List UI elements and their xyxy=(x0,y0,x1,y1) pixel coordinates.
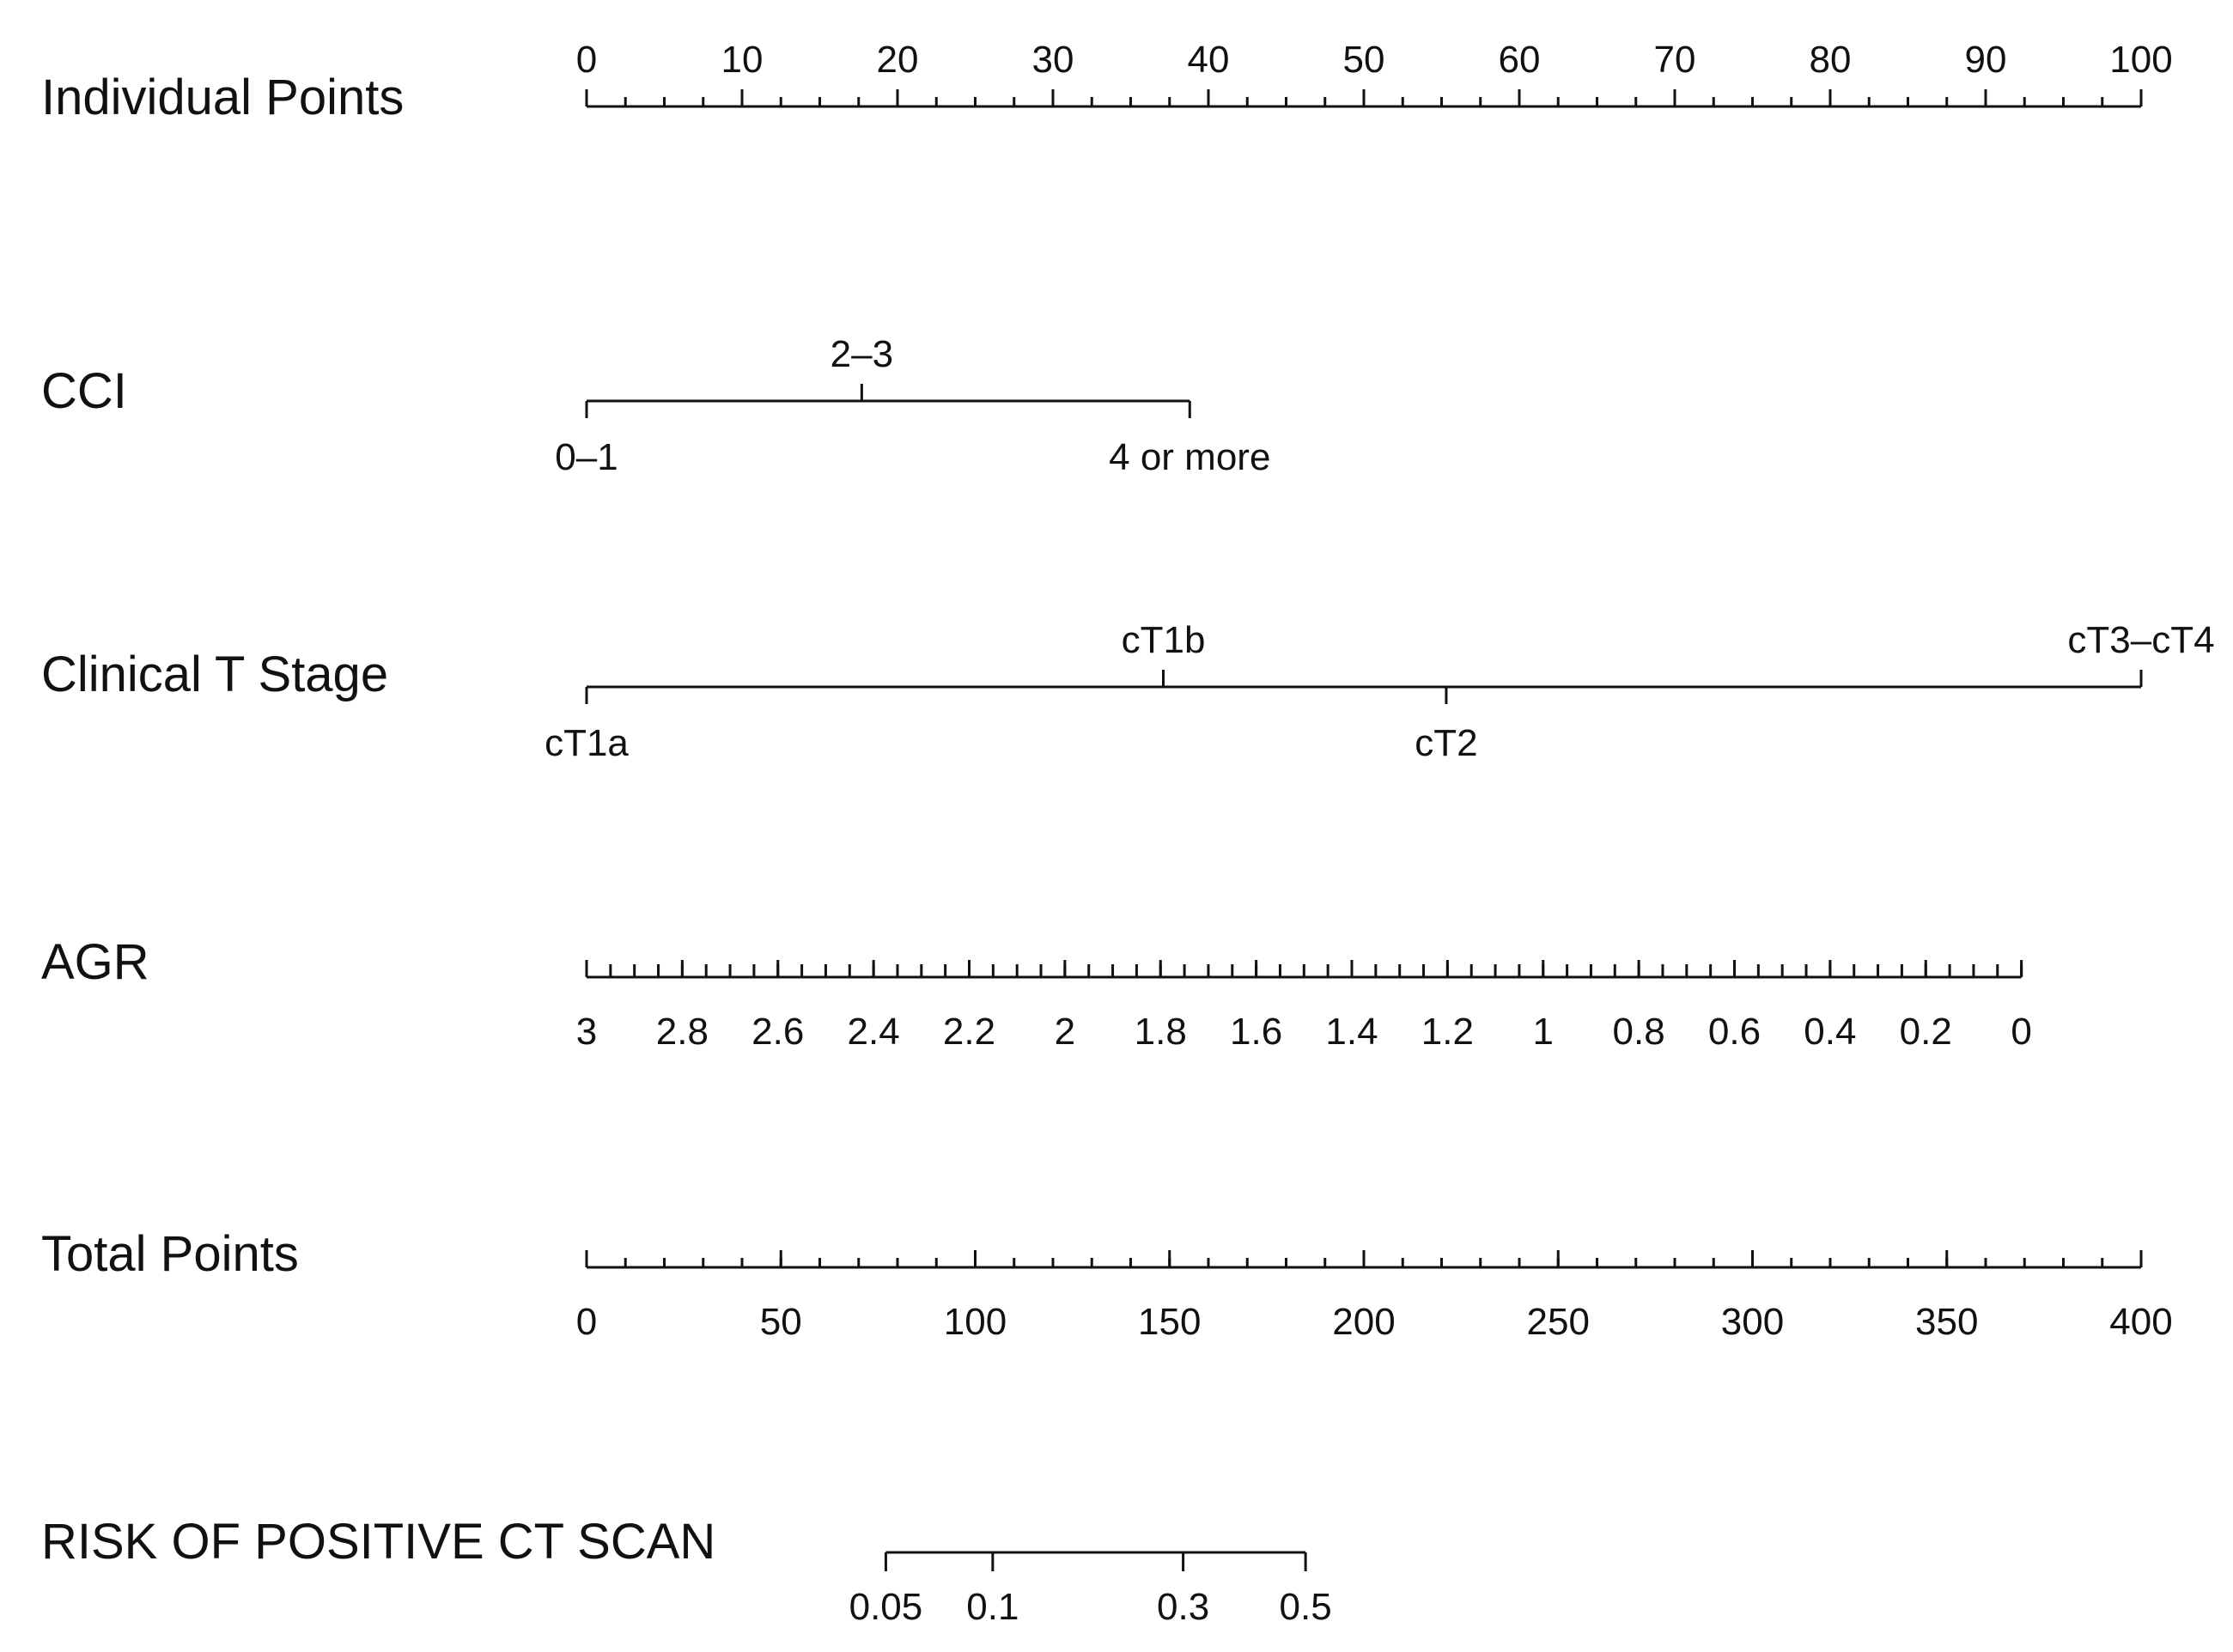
risk-tick-label: 0.05 xyxy=(849,1586,923,1628)
total-points-tick-label: 400 xyxy=(2109,1301,2172,1343)
risk-tick-label: 0.5 xyxy=(1280,1586,1332,1628)
individual-points-row-label: Individual Points xyxy=(41,70,404,125)
cci-category-label: 4 or more xyxy=(1109,436,1270,478)
agr-tick-label: 0.8 xyxy=(1613,1011,1665,1053)
individual-points-tick-label: 20 xyxy=(877,39,919,81)
agr-tick-label: 1.2 xyxy=(1421,1011,1474,1053)
agr-tick-label: 0.4 xyxy=(1804,1011,1856,1053)
clinical-t-stage-category-label: cT1a xyxy=(545,722,629,764)
cci-category-label: 0–1 xyxy=(555,436,618,478)
risk-tick-label: 0.1 xyxy=(966,1586,1019,1628)
risk-row-label: RISK OF POSITIVE CT SCAN xyxy=(41,1514,715,1570)
agr-tick-label: 0.2 xyxy=(1900,1011,1952,1053)
agr-row-label: AGR xyxy=(41,934,149,990)
total-points-tick-label: 300 xyxy=(1721,1301,1784,1343)
total-points-tick-label: 250 xyxy=(1527,1301,1590,1343)
clinical-t-stage-row-label: Clinical T Stage xyxy=(41,647,388,702)
agr-tick-label: 2.8 xyxy=(656,1011,709,1053)
total-points-row-label: Total Points xyxy=(41,1226,299,1282)
individual-points-tick-label: 0 xyxy=(576,39,597,81)
agr-tick-label: 1 xyxy=(1533,1011,1554,1053)
risk-tick-label: 0.3 xyxy=(1157,1586,1209,1628)
agr-tick-label: 0 xyxy=(2011,1011,2031,1053)
agr-tick-label: 2.4 xyxy=(848,1011,900,1053)
individual-points-tick-label: 100 xyxy=(2109,39,2172,81)
individual-points-tick-label: 40 xyxy=(1188,39,1230,81)
agr-tick-label: 2.2 xyxy=(943,1011,995,1053)
total-points-tick-label: 50 xyxy=(760,1301,802,1343)
agr-tick-label: 1.8 xyxy=(1135,1011,1187,1053)
individual-points-tick-label: 30 xyxy=(1032,39,1074,81)
agr-tick-label: 0.6 xyxy=(1708,1011,1761,1053)
individual-points-tick-label: 50 xyxy=(1343,39,1385,81)
individual-points-tick-label: 10 xyxy=(721,39,764,81)
total-points-tick-label: 150 xyxy=(1138,1301,1201,1343)
total-points-tick-label: 100 xyxy=(944,1301,1007,1343)
individual-points-tick-label: 80 xyxy=(1810,39,1852,81)
clinical-t-stage-category-label: cT1b xyxy=(1122,619,1206,661)
clinical-t-stage-category-label: cT2 xyxy=(1415,722,1477,764)
total-points-tick-label: 200 xyxy=(1332,1301,1395,1343)
agr-tick-label: 2.6 xyxy=(751,1011,804,1053)
agr-tick-label: 1.6 xyxy=(1230,1011,1282,1053)
total-points-tick-label: 350 xyxy=(1915,1301,1978,1343)
individual-points-tick-label: 70 xyxy=(1654,39,1696,81)
individual-points-tick-label: 60 xyxy=(1499,39,1541,81)
clinical-t-stage-category-label: cT3–cT4 xyxy=(2067,619,2214,661)
agr-tick-label: 2 xyxy=(1055,1011,1075,1053)
cci-row-label: CCI xyxy=(41,363,127,419)
individual-points-tick-label: 90 xyxy=(1965,39,2007,81)
total-points-tick-label: 0 xyxy=(576,1301,597,1343)
cci-category-label: 2–3 xyxy=(831,333,893,375)
agr-tick-label: 1.4 xyxy=(1325,1011,1378,1053)
agr-tick-label: 3 xyxy=(576,1011,597,1053)
